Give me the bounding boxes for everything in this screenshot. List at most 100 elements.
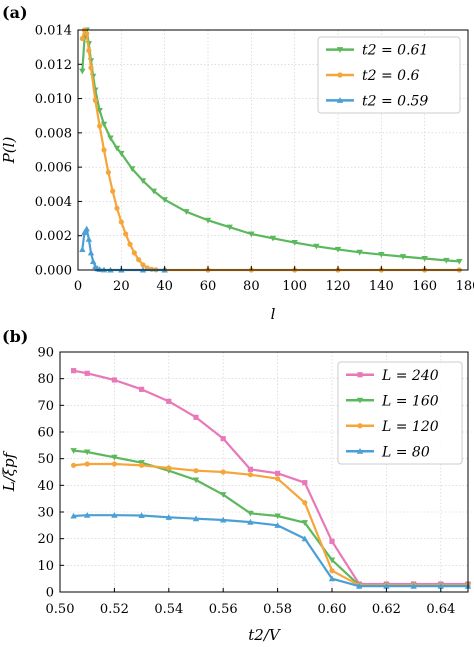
panel-a-x-axis-label: l	[271, 305, 276, 323]
legend-entry: t2 = 0.59	[326, 93, 428, 109]
y-tick-label: 0.010	[35, 92, 72, 107]
y-tick-label: 0.004	[35, 195, 72, 210]
data-point	[328, 557, 336, 564]
y-tick-label: 0	[46, 586, 54, 601]
data-point	[113, 145, 121, 152]
data-point	[111, 512, 118, 518]
y-tick-label: 90	[37, 346, 54, 361]
data-point	[220, 492, 227, 498]
y-tick-label: 50	[37, 452, 54, 467]
panel-a-label: (a)	[2, 3, 28, 22]
y-tick-label: 60	[37, 426, 54, 441]
data-point	[165, 514, 172, 520]
data-point	[274, 513, 281, 520]
x-tick-label: 0.56	[209, 602, 238, 617]
data-point	[192, 477, 200, 484]
data-point	[220, 469, 226, 475]
data-point	[136, 257, 142, 263]
y-tick-label: 80	[37, 372, 54, 387]
data-point	[105, 169, 111, 175]
data-point	[92, 97, 98, 103]
data-point	[329, 568, 335, 574]
y-tick-label: 0.014	[35, 24, 72, 39]
panel-a-y-axis-label: P(l)	[0, 137, 18, 165]
data-point	[150, 188, 158, 195]
data-point	[100, 121, 108, 128]
data-point	[247, 518, 254, 525]
data-point	[118, 150, 125, 157]
legend-marker	[336, 47, 344, 53]
data-point	[85, 235, 93, 242]
data-point	[443, 257, 450, 264]
legend-marker	[357, 372, 363, 378]
data-point	[166, 398, 172, 404]
data-point	[302, 500, 308, 506]
data-point	[111, 377, 117, 383]
y-tick-label: 0.002	[35, 229, 72, 244]
series-4	[70, 512, 472, 589]
data-point	[131, 250, 137, 256]
data-point	[383, 582, 390, 589]
data-point	[96, 108, 103, 114]
panel-b-y-ticks: 0 10 20 30 40 50 60 70 80 90	[37, 346, 64, 601]
legend-marker	[357, 423, 363, 429]
data-point	[87, 249, 95, 256]
data-point	[193, 468, 199, 474]
data-point	[183, 209, 190, 215]
legend-label: L = 160	[381, 393, 439, 409]
data-point	[166, 465, 172, 471]
x-tick-label: 160	[412, 279, 437, 294]
y-tick-label: 0.006	[35, 161, 72, 176]
data-point	[328, 575, 336, 582]
data-point	[291, 240, 298, 246]
data-point	[140, 262, 146, 268]
data-point	[127, 241, 133, 247]
legend-label: t2 = 0.6	[362, 68, 420, 84]
legend-entry: L = 240	[346, 368, 439, 384]
series-line	[73, 514, 468, 588]
data-point	[378, 252, 385, 258]
data-point	[101, 147, 107, 153]
x-tick-label: 0	[74, 279, 82, 294]
x-tick-label: 180	[456, 279, 474, 294]
legend-marker	[336, 97, 344, 103]
legend-marker	[337, 72, 343, 78]
data-point	[456, 258, 463, 265]
legend-entry: L = 160	[346, 393, 439, 409]
data-point	[193, 414, 199, 420]
panel-a-plot-frame	[77, 29, 469, 271]
panel-a-legend: t2 = 0.61 t2 = 0.6 t2 = 0.59	[317, 36, 461, 114]
data-point	[84, 512, 91, 518]
data-point	[111, 461, 117, 467]
data-point	[247, 510, 254, 517]
data-point	[139, 462, 145, 468]
data-point	[302, 480, 308, 486]
data-point	[107, 135, 114, 142]
data-point	[356, 249, 363, 256]
x-tick-label: 0.52	[100, 602, 129, 617]
data-point	[226, 224, 233, 231]
data-point	[410, 582, 417, 589]
data-point	[269, 235, 277, 242]
panel-b-x-axis-label: t2/V	[248, 626, 282, 644]
data-point	[399, 254, 407, 260]
data-point	[111, 454, 118, 461]
panel-b-label: (b)	[2, 327, 28, 346]
data-point	[274, 522, 281, 528]
legend-marker	[356, 448, 364, 454]
data-point	[70, 448, 77, 454]
data-point	[329, 538, 335, 544]
data-point	[70, 512, 77, 519]
data-point	[79, 68, 86, 75]
data-point	[83, 225, 90, 232]
legend-box	[317, 36, 461, 114]
data-point	[139, 178, 147, 185]
y-tick-label: 40	[37, 479, 54, 494]
data-point	[220, 516, 227, 523]
x-tick-label: 0.54	[154, 602, 183, 617]
y-tick-label: 30	[37, 506, 54, 521]
legend-marker	[356, 397, 364, 404]
panel-b-legend: L = 240 L = 160 L = 120 L = 80	[337, 361, 463, 465]
data-point	[79, 35, 85, 42]
x-tick-label: 60	[200, 279, 217, 294]
